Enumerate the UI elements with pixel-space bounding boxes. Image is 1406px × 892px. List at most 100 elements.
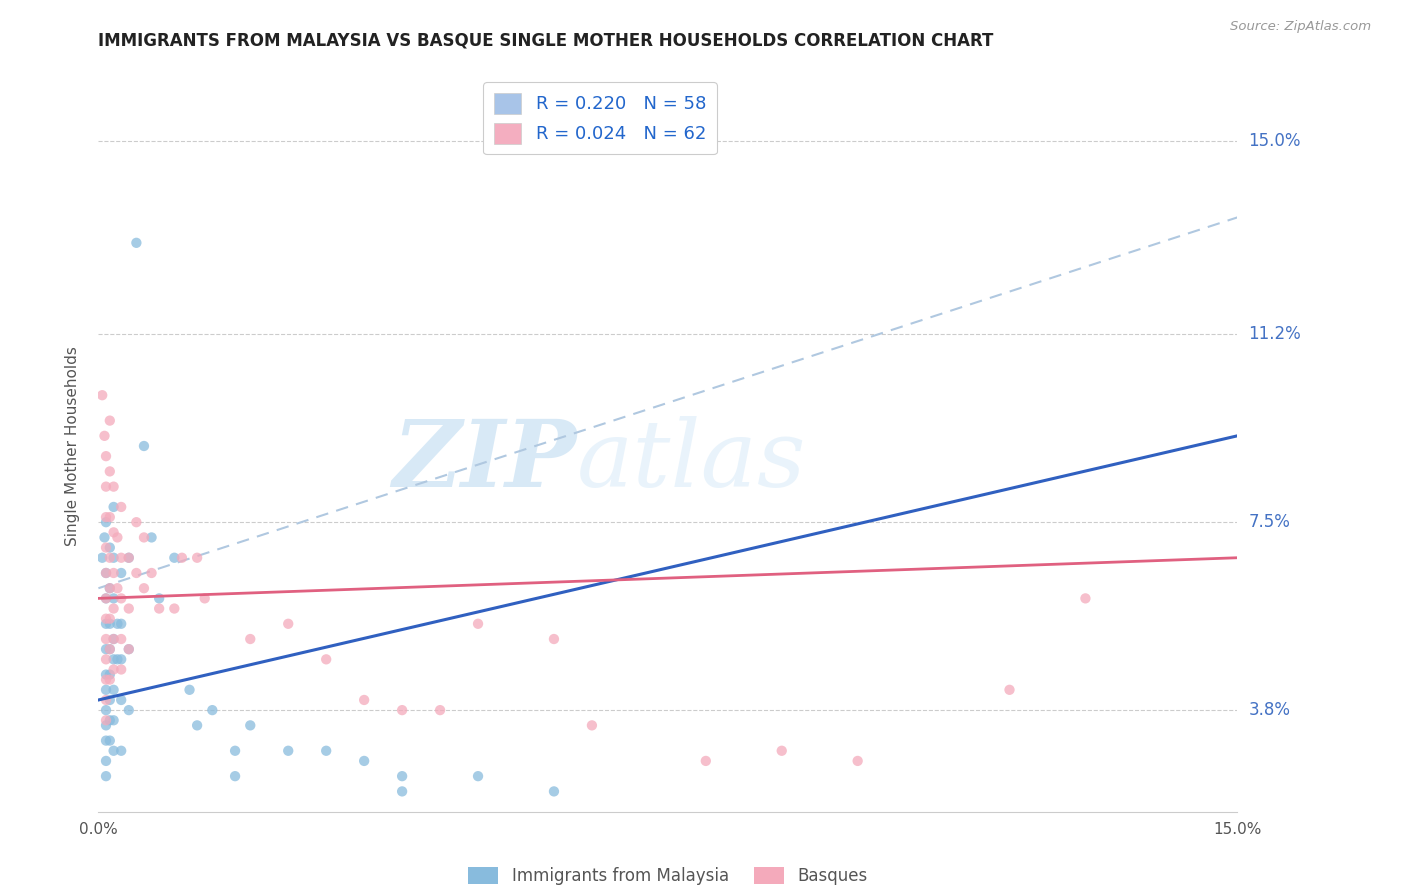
Point (94, 510, 117, 524)
Point (118, 601, 141, 615)
Point (98, 616, 121, 631)
Point (94, 714, 117, 728)
Point (110, 616, 132, 631)
Point (391, 769, 413, 783)
Point (998, 682, 1021, 697)
Point (132, 581, 155, 595)
Point (98, 541, 121, 555)
Point (98, 510, 121, 524)
Point (110, 652, 132, 666)
Point (543, 632, 565, 646)
Point (118, 550, 141, 565)
Point (103, 663, 125, 677)
Point (201, 703, 224, 717)
Point (98, 581, 121, 595)
Point (98, 642, 121, 657)
Point (94, 718, 117, 732)
Text: ZIP: ZIP (392, 416, 576, 506)
Text: atlas: atlas (576, 416, 806, 506)
Text: Source: ZipAtlas.com: Source: ZipAtlas.com (1230, 20, 1371, 33)
Point (103, 652, 125, 666)
Point (103, 480, 125, 494)
Point (94, 642, 117, 657)
Point (391, 703, 413, 717)
Point (94, 591, 117, 606)
Point (429, 703, 451, 717)
Point (125, 235, 148, 250)
Point (98, 581, 121, 595)
Text: 7.5%: 7.5% (1249, 513, 1291, 532)
Point (103, 601, 125, 615)
Point (239, 718, 262, 732)
Point (391, 784, 413, 798)
Point (91, 550, 114, 565)
Point (163, 550, 186, 565)
Point (103, 525, 125, 540)
Point (107, 616, 129, 631)
Point (353, 754, 375, 768)
Point (315, 652, 337, 666)
Point (277, 616, 299, 631)
Point (695, 754, 717, 768)
Point (186, 718, 208, 732)
Y-axis label: Single Mother Households: Single Mother Households (65, 346, 80, 546)
Point (110, 500, 132, 514)
Point (1074, 591, 1097, 606)
Point (194, 591, 217, 606)
Point (467, 616, 489, 631)
Point (93, 530, 115, 544)
Point (186, 550, 208, 565)
Point (239, 632, 262, 646)
Point (94, 703, 117, 717)
Text: IMMIGRANTS FROM MALAYSIA VS BASQUE SINGLE MOTHER HOUSEHOLDS CORRELATION CHART: IMMIGRANTS FROM MALAYSIA VS BASQUE SINGL… (98, 31, 994, 49)
Point (770, 744, 793, 758)
Point (94, 480, 117, 494)
Point (467, 769, 489, 783)
Point (110, 591, 132, 606)
Point (110, 693, 132, 707)
Point (94, 632, 117, 646)
Point (98, 673, 121, 687)
Point (94, 769, 117, 783)
Point (277, 744, 299, 758)
Point (94, 591, 117, 606)
Point (141, 530, 163, 544)
Point (543, 784, 565, 798)
Point (98, 550, 121, 565)
Point (98, 667, 121, 681)
Point (103, 566, 125, 580)
Point (125, 566, 148, 580)
Point (94, 673, 117, 687)
Point (94, 566, 117, 580)
Point (94, 616, 117, 631)
Point (141, 566, 163, 580)
Point (118, 703, 141, 717)
Point (94, 566, 117, 580)
Point (94, 652, 117, 666)
Point (353, 693, 375, 707)
Point (103, 500, 125, 514)
Point (107, 581, 129, 595)
Point (98, 414, 121, 428)
Point (224, 769, 246, 783)
Point (110, 632, 132, 646)
Point (846, 754, 869, 768)
Point (110, 566, 132, 580)
Point (98, 642, 121, 657)
Point (110, 744, 132, 758)
Point (91, 388, 114, 402)
Point (315, 744, 337, 758)
Point (148, 591, 170, 606)
Point (94, 541, 117, 555)
Point (107, 652, 129, 666)
Point (163, 601, 186, 615)
Point (148, 601, 170, 615)
Point (94, 449, 117, 463)
Point (94, 754, 117, 768)
Point (224, 744, 246, 758)
Point (103, 632, 125, 646)
Point (94, 733, 117, 747)
Point (110, 550, 132, 565)
Point (98, 733, 121, 747)
Point (103, 632, 125, 646)
